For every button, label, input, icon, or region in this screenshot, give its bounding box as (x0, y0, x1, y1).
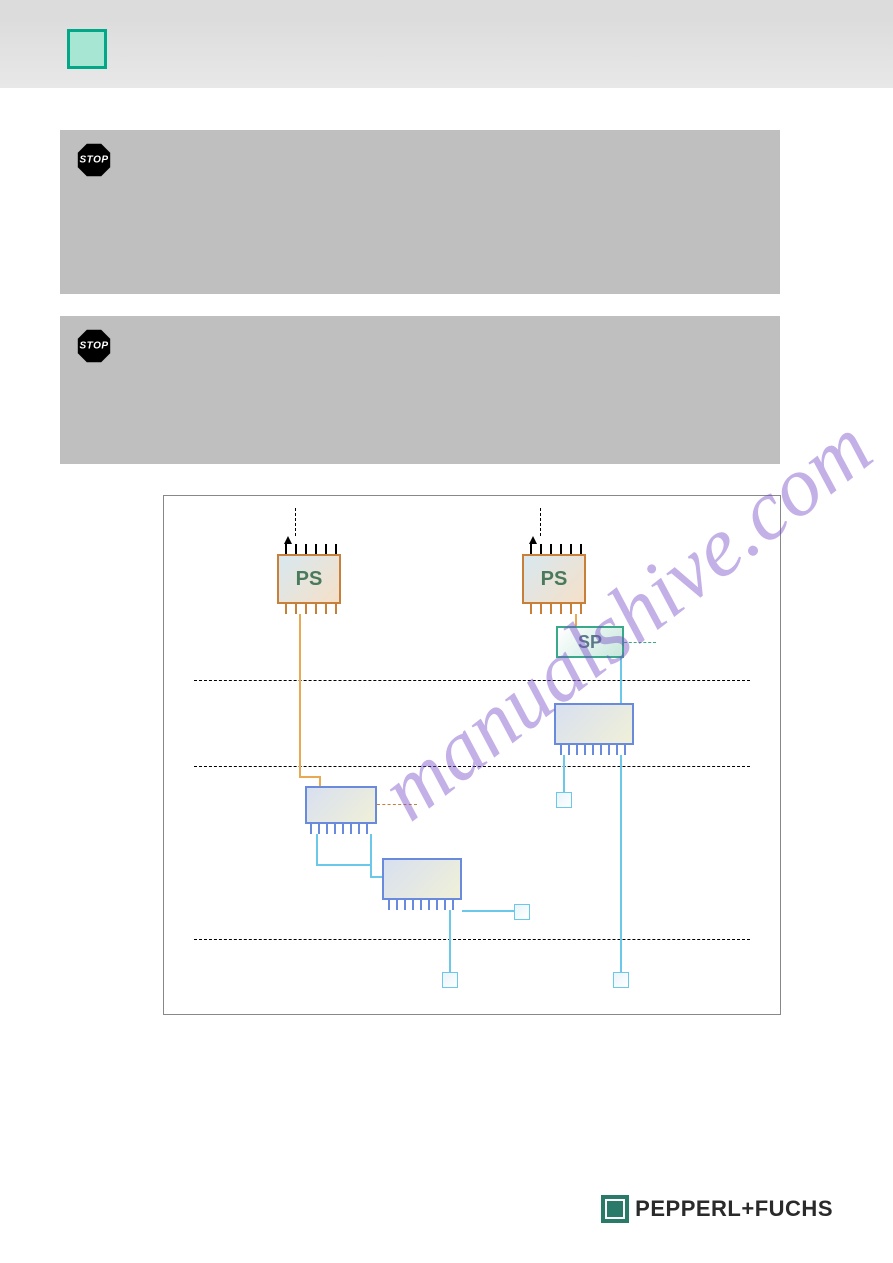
ps-node-label: PS (541, 568, 568, 591)
coupler-node (554, 703, 634, 745)
brand-logo-icon (601, 1195, 629, 1223)
tick-row (285, 604, 341, 614)
tick-row (310, 824, 372, 834)
stop-icon-label: STOP (79, 341, 108, 352)
ps-node: PS (522, 554, 586, 604)
brand-logo: PEPPERL+FUCHS (601, 1195, 833, 1223)
edge (563, 755, 565, 792)
stop-icon-label: STOP (79, 155, 108, 166)
header-strip (0, 0, 893, 18)
dashed-stub (624, 642, 656, 643)
topology-diagram: PS PS SP (163, 495, 781, 1015)
warning-box-2: STOP (60, 316, 780, 464)
sp-node-label: SP (578, 632, 602, 653)
coupler-node (305, 786, 377, 824)
edge (449, 910, 451, 972)
edge (462, 910, 518, 912)
brand-logo-text: PEPPERL+FUCHS (635, 1196, 833, 1222)
dashed-stub (295, 508, 296, 536)
tick-row (560, 745, 628, 755)
terminal-node (613, 972, 629, 988)
zone-divider (194, 939, 750, 940)
terminal-node (514, 904, 530, 920)
terminal-node (442, 972, 458, 988)
tick-row (530, 604, 586, 614)
tick-row (530, 544, 586, 554)
arrow-up-icon (284, 536, 292, 544)
tick-row (285, 544, 341, 554)
stop-icon: STOP (76, 142, 112, 178)
zone-divider (194, 680, 750, 681)
ps-node: PS (277, 554, 341, 604)
dashed-stub (540, 508, 541, 536)
edge (620, 755, 622, 972)
coupler-node (382, 858, 462, 900)
stop-icon: STOP (76, 328, 112, 364)
edge (299, 614, 301, 776)
dashed-stub (377, 804, 417, 805)
header-gradient (0, 18, 893, 88)
edge (299, 776, 319, 778)
sp-node: SP (556, 626, 624, 658)
warning-box-1: STOP (60, 130, 780, 294)
zone-divider (194, 766, 750, 767)
edge (316, 864, 370, 866)
edge (620, 658, 622, 703)
edge (370, 834, 372, 878)
ps-node-label: PS (296, 568, 323, 591)
edge (316, 834, 318, 864)
section-marker-square (67, 29, 107, 69)
arrow-up-icon (529, 536, 537, 544)
tick-row (388, 900, 456, 910)
terminal-node (556, 792, 572, 808)
